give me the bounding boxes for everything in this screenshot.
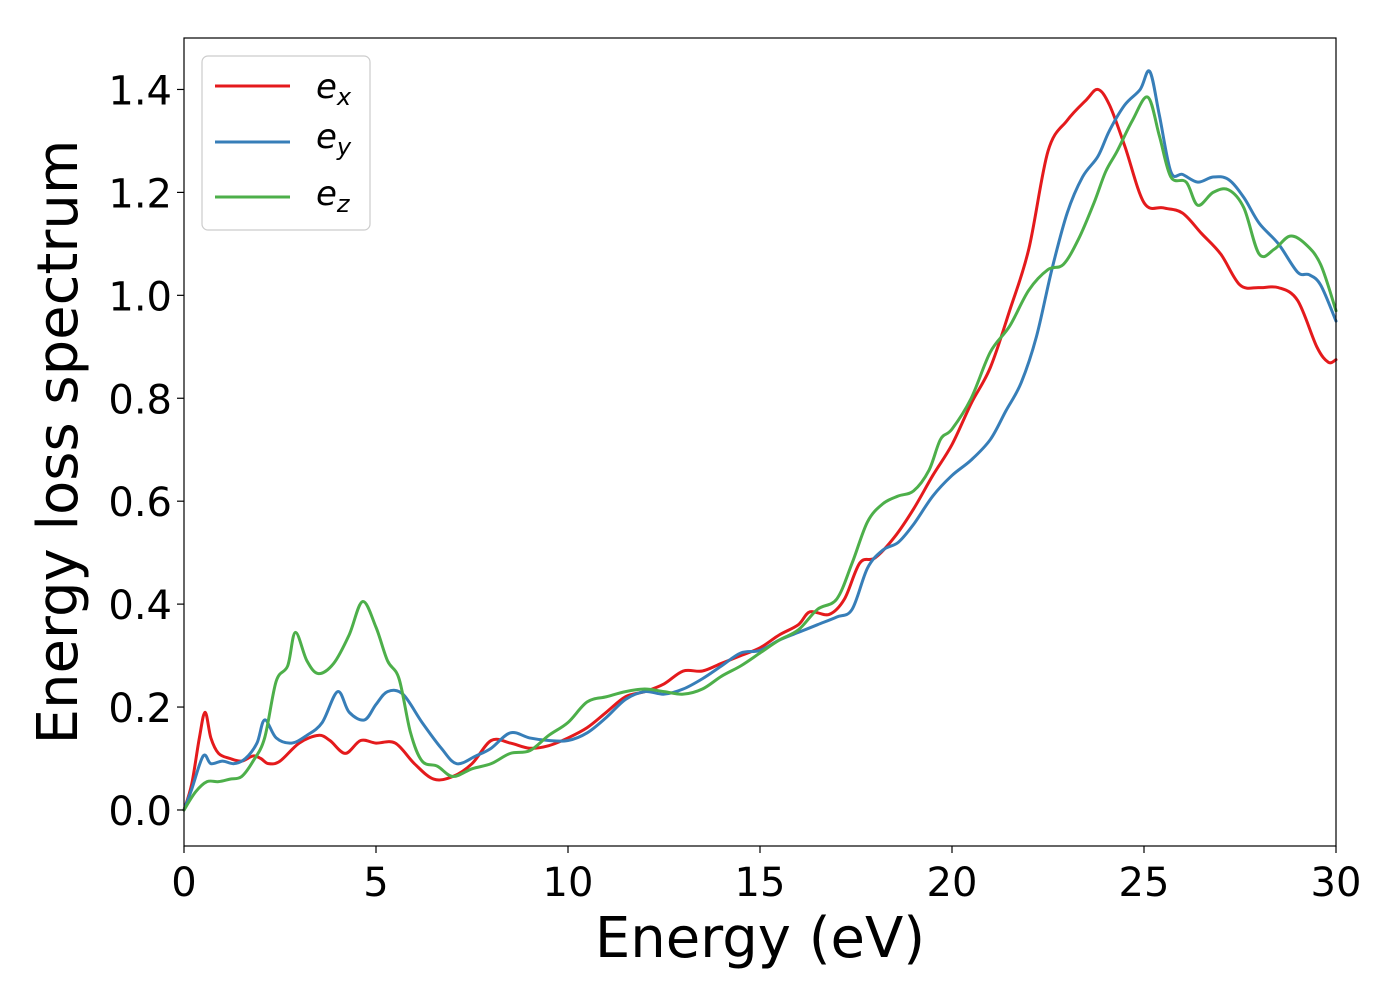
y-tick-label: 1.0: [108, 274, 172, 320]
series-layer: [182, 69, 1338, 812]
y-tick-label: 1.2: [108, 171, 172, 217]
x-axis-label: Energy (eV): [595, 906, 925, 971]
x-tick-label: 15: [735, 860, 786, 906]
y-tick-label: 1.4: [108, 68, 172, 114]
y-tick-label: 0.8: [108, 377, 172, 423]
y-tick-label: 0.6: [108, 480, 172, 526]
series-line-ey: [182, 69, 1338, 812]
legend-label-ey: ey: [316, 117, 352, 161]
y-tick-label: 0.2: [108, 686, 172, 732]
y-axis-label: Energy loss spectrum: [26, 140, 91, 745]
x-tick-label: 5: [363, 860, 388, 906]
y-tick-label: 0.4: [108, 583, 172, 629]
series-line-ex: [182, 87, 1338, 812]
legend-label-ex: ex: [316, 67, 352, 111]
x-tick-label: 10: [543, 860, 594, 906]
x-tick-label: 20: [927, 860, 978, 906]
series-line-ez: [182, 95, 1338, 812]
legend: ex ey ez: [201, 55, 371, 231]
x-tick-label: 25: [1119, 860, 1170, 906]
ticks-layer: 0 5 10 15 20 25 30 0.0 0.2 0.4 0.6 0.8 1.0 1.2 1.4: [108, 68, 1361, 906]
x-tick-label: 0: [171, 860, 196, 906]
y-tick-label: 0.0: [108, 789, 172, 835]
legend-label-ez: ez: [316, 174, 351, 218]
x-tick-label: 30: [1311, 860, 1362, 906]
